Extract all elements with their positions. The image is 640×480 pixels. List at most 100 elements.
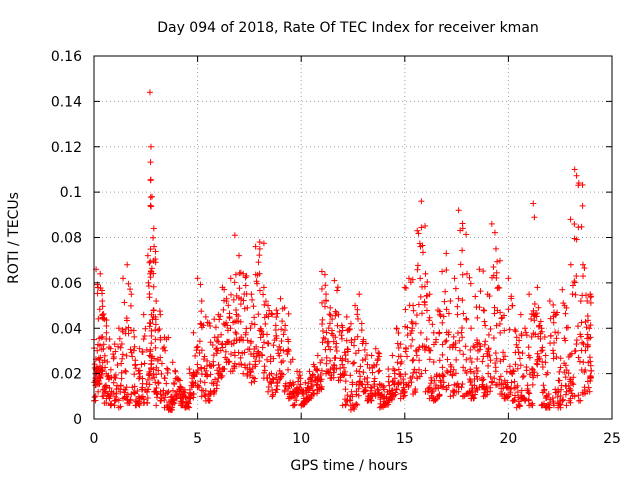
- data-point: [355, 347, 362, 354]
- data-point: [503, 384, 510, 391]
- data-point: [456, 347, 463, 354]
- data-point: [354, 311, 361, 318]
- data-point: [557, 392, 564, 399]
- data-point: [228, 291, 235, 298]
- data-point: [202, 313, 209, 320]
- data-point: [112, 348, 119, 355]
- data-point: [145, 279, 152, 286]
- data-point: [559, 286, 566, 293]
- data-point: [95, 315, 102, 322]
- data-point: [284, 351, 291, 358]
- data-point: [467, 368, 474, 375]
- data-point: [163, 380, 170, 387]
- data-point: [477, 288, 484, 295]
- data-point: [187, 395, 194, 402]
- data-point: [104, 390, 111, 397]
- data-point: [285, 310, 292, 317]
- data-point: [97, 270, 104, 277]
- data-point: [522, 329, 529, 336]
- data-point: [402, 371, 409, 378]
- y-axis-label: ROTI / TECUs: [6, 192, 22, 284]
- data-point: [129, 353, 136, 360]
- data-point: [194, 361, 201, 368]
- data-point: [582, 347, 589, 354]
- data-point: [125, 280, 132, 287]
- data-point: [347, 320, 354, 327]
- data-point: [265, 302, 272, 309]
- data-point: [144, 376, 151, 383]
- data-point: [325, 338, 332, 345]
- data-point: [584, 298, 591, 305]
- data-point: [580, 273, 587, 280]
- x-tick-label: 0: [90, 431, 99, 447]
- data-point: [232, 318, 239, 325]
- data-point: [417, 293, 424, 300]
- data-point: [190, 372, 197, 379]
- data-point: [459, 381, 466, 388]
- data-point: [482, 338, 489, 345]
- data-point: [253, 343, 260, 350]
- data-point: [220, 306, 227, 313]
- data-point: [131, 371, 138, 378]
- data-point: [385, 373, 392, 380]
- data-point: [120, 395, 127, 402]
- data-point: [463, 231, 470, 238]
- data-point: [381, 386, 388, 393]
- data-point: [218, 331, 225, 338]
- data-point: [573, 337, 580, 344]
- data-point: [408, 342, 415, 349]
- data-point: [251, 378, 258, 385]
- data-point: [322, 282, 329, 289]
- y-tick-label: 0.14: [51, 94, 82, 110]
- data-point: [447, 361, 454, 368]
- data-point: [319, 299, 326, 306]
- data-point: [339, 327, 346, 334]
- data-point: [255, 348, 262, 355]
- data-point: [485, 370, 492, 377]
- data-point: [573, 172, 580, 179]
- data-point: [161, 397, 168, 404]
- data-point: [584, 343, 591, 350]
- data-point: [269, 387, 276, 394]
- data-point: [152, 316, 159, 323]
- data-point: [138, 386, 145, 393]
- data-point: [193, 344, 200, 351]
- data-point: [526, 390, 533, 397]
- data-point: [350, 342, 357, 349]
- data-point: [508, 293, 515, 300]
- data-point: [463, 270, 470, 277]
- data-point: [538, 328, 545, 335]
- data-point: [242, 331, 249, 338]
- axis-ticks: 0 5 10 15 20 25 0 0.02 0.04 0.06 0.08 0.1 0.12 0.14 0.…: [51, 49, 621, 447]
- data-point: [476, 266, 483, 273]
- data-point: [562, 374, 569, 381]
- data-point: [323, 354, 330, 361]
- data-point: [567, 216, 574, 223]
- data-point: [518, 392, 525, 399]
- data-point: [236, 337, 243, 344]
- data-point: [415, 230, 422, 237]
- data-point: [349, 360, 356, 367]
- data-point: [323, 291, 330, 298]
- data-point: [274, 379, 281, 386]
- data-point: [508, 379, 515, 386]
- data-point: [306, 393, 313, 400]
- data-point: [99, 303, 106, 310]
- data-point: [563, 402, 570, 409]
- data-point: [362, 340, 369, 347]
- data-point: [243, 272, 250, 279]
- data-point: [194, 343, 201, 350]
- data-point: [453, 356, 460, 363]
- data-point: [460, 393, 467, 400]
- data-point: [165, 398, 172, 405]
- data-point: [373, 361, 380, 368]
- data-point: [397, 373, 404, 380]
- data-point: [439, 268, 446, 275]
- data-point: [584, 331, 591, 338]
- data-point: [98, 334, 105, 341]
- data-point: [204, 373, 211, 380]
- data-point: [424, 278, 431, 285]
- data-point: [94, 347, 101, 354]
- data-point: [276, 343, 283, 350]
- data-point: [140, 336, 147, 343]
